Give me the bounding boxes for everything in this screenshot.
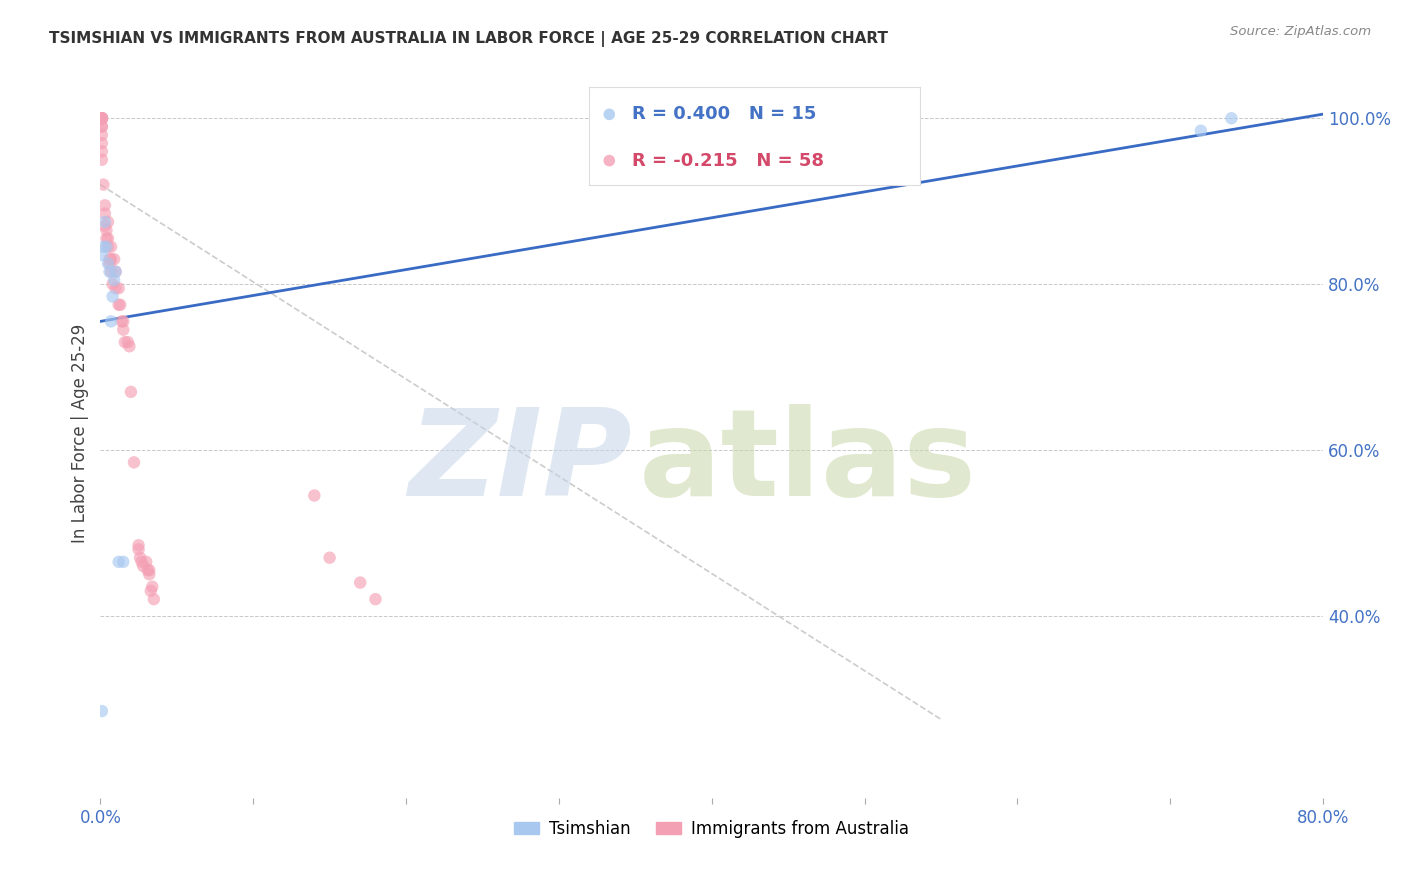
Point [97,256,120,270]
Point [112,555,135,569]
Point [131,555,153,569]
Point [349,575,371,590]
Point [101,277,124,291]
Point [132,559,155,574]
Point [90,120,112,134]
Point [101,289,124,303]
Point [118,339,141,353]
Point [114,335,136,350]
Text: ZIP: ZIP [409,404,633,521]
Point [96,231,118,245]
Point [98,265,121,279]
Point [103,252,125,267]
Point [100,240,122,254]
Point [100,252,122,267]
Point [90,128,112,142]
Point [98,252,121,267]
Point [138,567,160,582]
Point [97,231,120,245]
Text: TSIMSHIAN VS IMMIGRANTS FROM AUSTRALIA IN LABOR FORCE | AGE 25-29 CORRELATION CH: TSIMSHIAN VS IMMIGRANTS FROM AUSTRALIA I… [49,31,889,47]
Point [122,455,145,469]
Point [90,153,112,167]
Point [138,563,160,577]
Point [1189,124,1212,138]
Point [97,240,120,254]
Point [90,112,112,126]
Point [90,112,112,126]
Legend: Tsimshian, Immigrants from Australia: Tsimshian, Immigrants from Australia [508,814,915,845]
Point [304,489,326,503]
Point [90,112,112,126]
Point [96,223,118,237]
Point [90,120,112,134]
Point [120,384,142,399]
Point [111,314,134,328]
Point [94,219,117,233]
Point [110,298,132,312]
Point [142,592,165,607]
Point [98,256,121,270]
Text: Source: ZipAtlas.com: Source: ZipAtlas.com [1230,25,1371,38]
Point [128,538,150,552]
Point [117,335,139,350]
Point [107,298,129,312]
Point [104,281,127,295]
Point [135,555,157,569]
Point [107,281,129,295]
Point [90,112,112,126]
Point [128,542,150,557]
Point [90,112,112,126]
Point [90,248,112,262]
Point [90,145,112,159]
Point [90,112,112,126]
Point [104,265,127,279]
Point [90,704,112,718]
Point [94,215,117,229]
Point [103,273,125,287]
Point [93,240,115,254]
Point [94,198,117,212]
Point [364,592,387,607]
Point [100,265,122,279]
Point [97,215,120,229]
Point [93,178,115,192]
Point [90,112,112,126]
Point [1220,112,1243,126]
Point [129,550,152,565]
Point [136,563,159,577]
Point [90,136,112,150]
Point [141,580,163,594]
Point [112,323,135,337]
Y-axis label: In Labor Force | Age 25-29: In Labor Force | Age 25-29 [72,324,89,543]
Point [107,555,129,569]
Point [139,583,162,598]
Point [104,265,127,279]
Text: atlas: atlas [638,404,976,521]
Point [96,240,118,254]
Point [112,314,135,328]
Point [94,206,117,220]
Point [100,314,122,328]
Point [318,550,340,565]
